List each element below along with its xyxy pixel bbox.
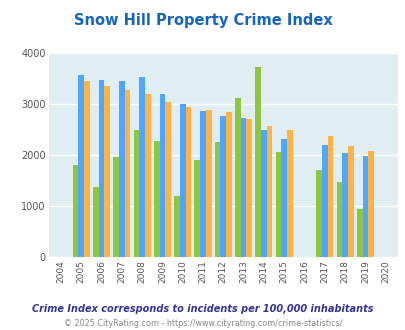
Bar: [220, 116, 226, 257]
Bar: [78, 75, 84, 257]
Text: © 2025 CityRating.com - https://www.cityrating.com/crime-statistics/: © 2025 CityRating.com - https://www.city…: [64, 319, 341, 328]
Bar: [93, 187, 98, 257]
Bar: [281, 139, 286, 257]
Bar: [246, 119, 252, 257]
Bar: [214, 142, 220, 257]
Bar: [356, 209, 362, 257]
Bar: [145, 94, 150, 257]
Text: Crime Index corresponds to incidents per 100,000 inhabitants: Crime Index corresponds to incidents per…: [32, 304, 373, 314]
Bar: [119, 82, 124, 257]
Bar: [234, 98, 240, 257]
Bar: [315, 170, 321, 257]
Bar: [327, 136, 333, 257]
Bar: [341, 153, 347, 257]
Bar: [266, 126, 272, 257]
Bar: [321, 145, 327, 257]
Bar: [205, 110, 211, 257]
Bar: [286, 130, 292, 257]
Bar: [113, 157, 119, 257]
Bar: [133, 130, 139, 257]
Bar: [275, 151, 281, 257]
Bar: [84, 82, 90, 257]
Bar: [367, 151, 373, 257]
Bar: [72, 165, 78, 257]
Bar: [174, 196, 179, 257]
Bar: [260, 130, 266, 257]
Bar: [226, 112, 231, 257]
Bar: [104, 85, 110, 257]
Bar: [194, 160, 200, 257]
Bar: [200, 111, 205, 257]
Bar: [153, 141, 159, 257]
Bar: [159, 94, 165, 257]
Bar: [179, 105, 185, 257]
Bar: [165, 102, 171, 257]
Bar: [255, 67, 260, 257]
Bar: [347, 147, 353, 257]
Bar: [240, 118, 246, 257]
Bar: [362, 156, 367, 257]
Bar: [336, 182, 341, 257]
Text: Snow Hill Property Crime Index: Snow Hill Property Crime Index: [73, 13, 332, 28]
Bar: [98, 80, 104, 257]
Bar: [185, 107, 191, 257]
Bar: [139, 77, 145, 257]
Bar: [124, 90, 130, 257]
